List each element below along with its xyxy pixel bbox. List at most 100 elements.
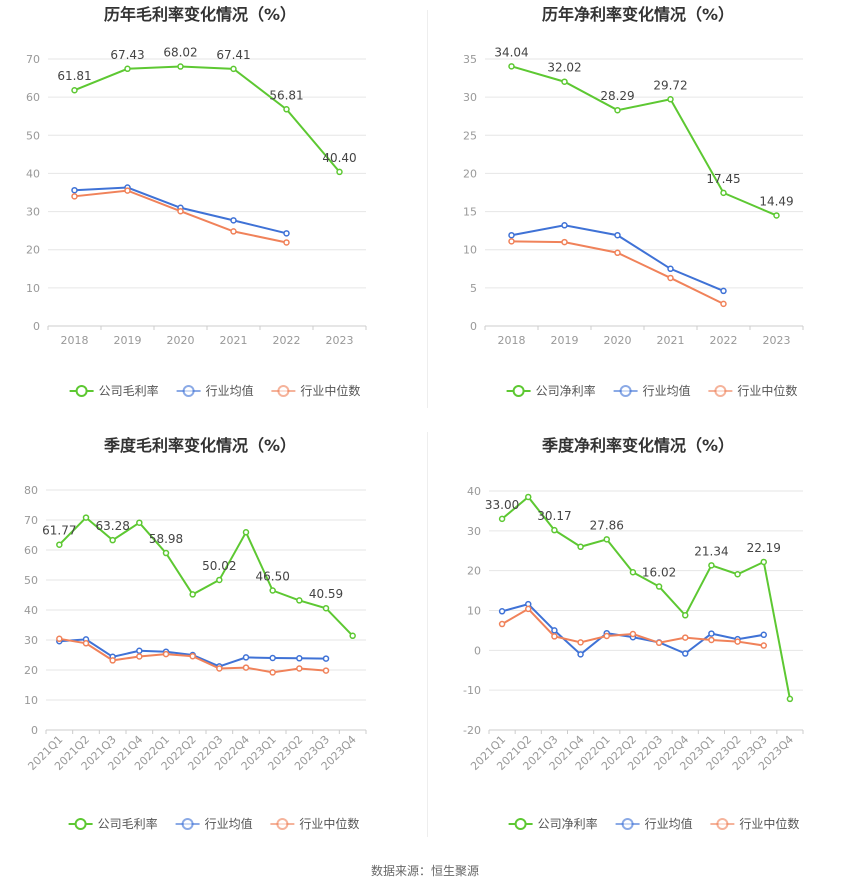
data-point-company — [629, 569, 637, 576]
data-point-median — [109, 657, 116, 664]
data-point-company — [124, 65, 131, 73]
data-point-company — [216, 576, 223, 584]
data-point-company — [614, 106, 621, 114]
data-point-company — [283, 106, 290, 113]
data-point-average — [667, 265, 674, 273]
data-point-company — [109, 536, 116, 544]
data-point-company — [551, 526, 558, 534]
legend-label: 公司毛利率 — [99, 383, 159, 398]
y-tick-label: 0 — [470, 320, 477, 333]
legend-item-median: 行业中位数 — [708, 383, 797, 398]
legend-label: 公司净利率 — [538, 816, 598, 831]
legend-marker-icon — [619, 385, 632, 397]
legend-item-median: 行业中位数 — [270, 816, 359, 831]
chart-title: 历年毛利率变化情况（%） — [104, 5, 296, 24]
data-point-average — [296, 655, 303, 662]
data-point-median — [230, 228, 237, 235]
x-tick-label: 2023 — [763, 334, 791, 347]
data-label: 28.29 — [600, 89, 634, 103]
x-tick-label: 2020 — [604, 334, 632, 347]
y-tick-label: 20 — [24, 664, 38, 677]
data-label: 40.40 — [322, 151, 356, 165]
y-tick-label: 10 — [463, 244, 477, 257]
legend-item-average: 行业均值 — [175, 816, 253, 831]
y-tick-label: 25 — [463, 129, 477, 142]
data-label: 40.59 — [309, 587, 343, 601]
data-label: 14.49 — [759, 194, 793, 208]
y-tick-label: 40 — [24, 604, 38, 617]
data-label: 46.50 — [255, 570, 289, 584]
panel-divider-vertical-top — [427, 10, 428, 408]
legend-item-company: 公司净利率 — [508, 816, 598, 831]
y-tick-label: 10 — [26, 282, 40, 295]
series-line-median — [74, 189, 287, 244]
data-point-company — [136, 519, 143, 526]
data-point-company — [508, 63, 515, 70]
y-tick-label: 50 — [24, 574, 38, 587]
data-point-median — [498, 620, 506, 628]
legend-marker-icon — [512, 385, 525, 397]
data-point-average — [498, 608, 506, 615]
y-tick-label: 30 — [26, 206, 40, 219]
legend-marker-icon — [714, 385, 727, 397]
data-point-company — [296, 597, 303, 604]
data-source-name: 恒生聚源 — [431, 864, 480, 878]
legend-label: 行业中位数 — [300, 383, 360, 398]
x-tick-label: 2019 — [551, 334, 579, 347]
x-tick-label: 2020 — [167, 334, 195, 347]
y-tick-label: 30 — [467, 525, 481, 538]
data-point-median — [136, 653, 143, 660]
x-tick-label: 2023 — [326, 334, 354, 347]
data-point-company — [734, 571, 741, 578]
legend-label: 公司毛利率 — [98, 816, 158, 831]
y-tick-label: 0 — [31, 724, 38, 737]
chart-panel-3: 季度毛利率变化情况（%）010203040506070802021Q12021Q… — [24, 436, 367, 831]
legend-label: 行业中位数 — [299, 816, 359, 831]
data-label: 58.98 — [149, 532, 183, 546]
y-tick-label: 30 — [463, 91, 477, 104]
y-tick-label: 0 — [474, 644, 481, 657]
y-tick-label: 50 — [26, 129, 40, 142]
legend-marker-icon — [514, 818, 527, 830]
legend-label: 行业中位数 — [737, 383, 797, 398]
y-tick-label: 35 — [463, 53, 477, 66]
legend-marker-icon — [75, 385, 88, 397]
chart-title: 历年净利率变化情况（%） — [542, 5, 734, 24]
data-point-median — [655, 639, 663, 647]
data-label: 33.00 — [485, 498, 519, 512]
y-tick-label: 40 — [467, 485, 481, 498]
data-point-company — [760, 558, 767, 566]
x-tick-label: 2022 — [273, 334, 301, 347]
data-point-median — [124, 187, 131, 194]
x-tick-label: 2022 — [710, 334, 738, 347]
series-line-company — [74, 65, 341, 173]
series-line-company — [511, 65, 777, 217]
data-point-company — [561, 78, 568, 85]
data-label: 32.02 — [547, 61, 581, 75]
y-tick-label: 80 — [24, 484, 38, 497]
data-point-median — [603, 632, 610, 640]
data-point-median — [71, 193, 78, 200]
chart-title: 季度净利率变化情况（%） — [541, 436, 734, 455]
data-point-median — [283, 239, 290, 246]
legend-marker-icon — [181, 818, 194, 830]
panel-divider-vertical-bottom — [427, 432, 428, 837]
data-point-average — [71, 186, 78, 194]
series-line-average — [501, 603, 764, 656]
data-point-company — [655, 583, 663, 590]
data-point-median — [720, 300, 727, 308]
data-label: 16.02 — [642, 566, 676, 580]
legend-marker-icon — [277, 385, 290, 397]
legend-label: 行业均值 — [206, 383, 254, 398]
y-tick-label: 60 — [24, 544, 38, 557]
legend-marker-icon — [621, 818, 634, 830]
data-label: 34.04 — [494, 45, 528, 59]
legend-label: 行业均值 — [205, 816, 253, 831]
data-label: 29.72 — [653, 78, 687, 92]
data-point-median — [682, 634, 689, 641]
legend-item-company: 公司毛利率 — [68, 816, 158, 831]
data-point-company — [708, 562, 715, 569]
y-tick-label: 30 — [24, 634, 38, 647]
data-point-company — [269, 587, 276, 594]
legend-item-average: 行业均值 — [615, 816, 693, 831]
